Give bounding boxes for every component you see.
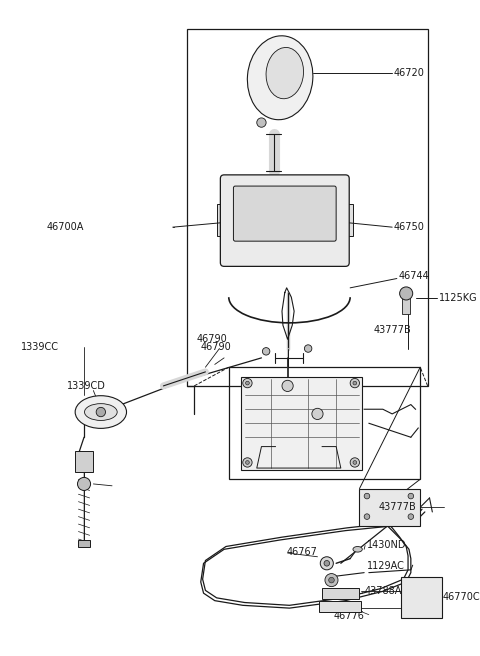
- Ellipse shape: [353, 546, 362, 552]
- Ellipse shape: [75, 396, 127, 428]
- Circle shape: [257, 118, 266, 127]
- Circle shape: [324, 560, 330, 566]
- Text: 46767: 46767: [287, 547, 318, 557]
- Ellipse shape: [84, 403, 117, 420]
- FancyBboxPatch shape: [233, 186, 336, 241]
- Bar: [319, 601, 361, 612]
- Text: 1339CC: 1339CC: [21, 342, 59, 352]
- Circle shape: [320, 557, 333, 570]
- Text: 46790: 46790: [201, 342, 231, 352]
- FancyBboxPatch shape: [401, 577, 442, 619]
- Circle shape: [408, 493, 414, 499]
- Circle shape: [96, 407, 106, 417]
- Ellipse shape: [247, 36, 313, 119]
- Circle shape: [304, 345, 312, 352]
- Circle shape: [312, 408, 323, 419]
- FancyBboxPatch shape: [220, 175, 349, 266]
- Text: 46790: 46790: [196, 334, 227, 344]
- Bar: [241, 377, 362, 470]
- Circle shape: [329, 577, 334, 583]
- Circle shape: [246, 381, 249, 385]
- Circle shape: [353, 381, 357, 385]
- Circle shape: [263, 348, 270, 355]
- Text: 46720: 46720: [394, 68, 425, 78]
- Bar: [322, 588, 360, 599]
- Circle shape: [408, 514, 414, 520]
- Circle shape: [243, 379, 252, 388]
- Circle shape: [282, 380, 293, 392]
- Text: 46770C: 46770C: [443, 592, 480, 602]
- Text: 1125KG: 1125KG: [439, 293, 478, 303]
- Bar: [344, 204, 353, 237]
- Bar: [229, 367, 420, 480]
- Text: 46750: 46750: [394, 222, 425, 232]
- Text: 43777B: 43777B: [373, 325, 411, 335]
- Bar: [187, 30, 428, 386]
- Circle shape: [246, 461, 249, 464]
- Text: 43777B: 43777B: [378, 502, 416, 512]
- Circle shape: [350, 458, 360, 467]
- Text: 1129AC: 1129AC: [367, 561, 405, 571]
- Circle shape: [243, 458, 252, 467]
- Text: 46776: 46776: [333, 611, 364, 621]
- Text: 43788A: 43788A: [364, 586, 402, 596]
- Bar: [360, 489, 420, 526]
- Circle shape: [364, 493, 370, 499]
- Bar: [78, 540, 90, 547]
- Circle shape: [77, 478, 91, 491]
- Circle shape: [364, 514, 370, 520]
- Text: 46744: 46744: [399, 271, 430, 281]
- Ellipse shape: [266, 47, 303, 98]
- Circle shape: [353, 461, 357, 464]
- Text: P  R  N  D  3  2: P R N D 3 2: [259, 210, 310, 216]
- Bar: [402, 297, 410, 314]
- Bar: [216, 204, 226, 237]
- Bar: [75, 451, 94, 472]
- Text: 46700A: 46700A: [47, 222, 84, 232]
- Circle shape: [350, 379, 360, 388]
- Circle shape: [325, 573, 338, 586]
- Circle shape: [400, 287, 413, 300]
- Text: 1430ND: 1430ND: [367, 540, 407, 550]
- Text: 1339CD: 1339CD: [67, 381, 106, 391]
